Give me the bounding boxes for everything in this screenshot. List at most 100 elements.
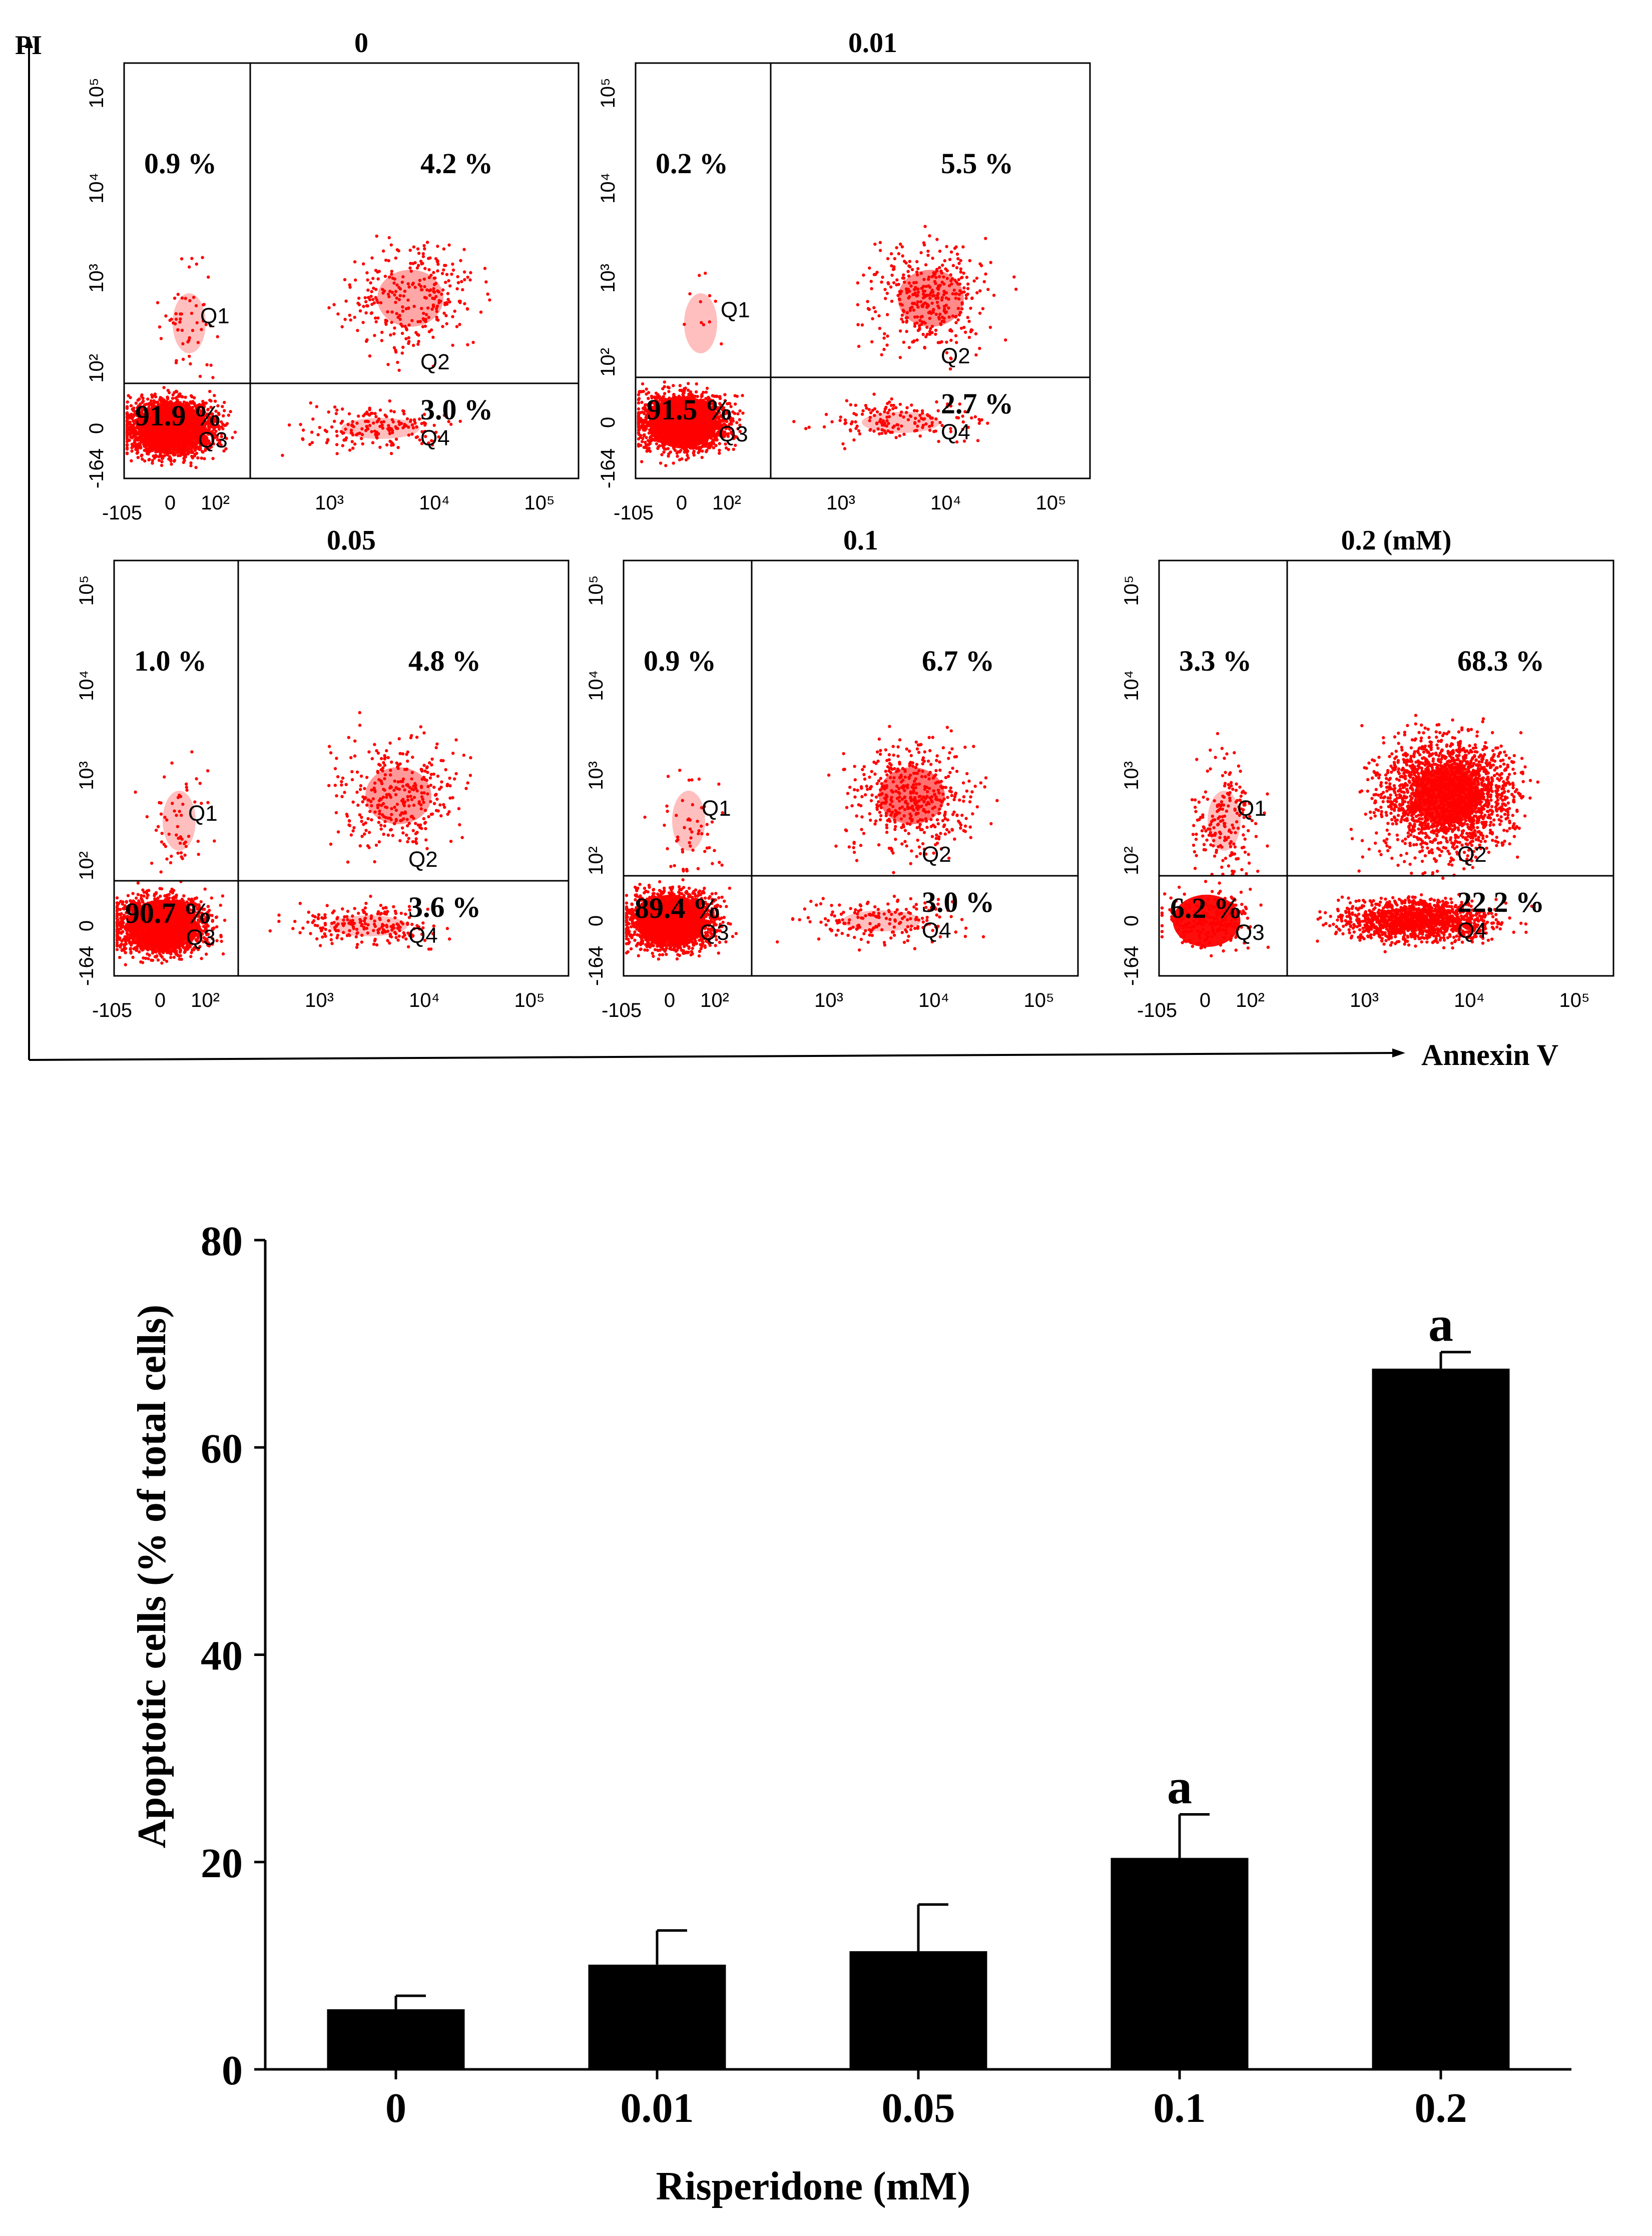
flow-dot [409, 262, 412, 265]
flow-dot [333, 405, 337, 409]
flow-dot [436, 318, 440, 322]
flow-dot [189, 434, 193, 438]
flow-dot [417, 340, 420, 343]
flow-dot [132, 414, 135, 418]
flow-dot [211, 457, 215, 460]
flow-dot [390, 429, 394, 432]
flow-dot [435, 310, 438, 313]
flow-dot [648, 449, 652, 453]
flow-dot [398, 317, 402, 321]
flow-dot [152, 439, 156, 443]
flow-dot [637, 398, 641, 401]
flow-dot [413, 421, 417, 425]
flow-dot [373, 412, 377, 415]
flow-dot [919, 251, 923, 255]
flow-dot [175, 390, 179, 393]
flow-dot [400, 351, 404, 355]
flow-dot [410, 423, 414, 427]
y-tick-label: 0 [86, 423, 108, 434]
flow-dot [663, 385, 666, 388]
x-tick-label: 10³ [315, 492, 344, 514]
flow-dot [350, 440, 354, 443]
flow-dot [416, 320, 420, 323]
flow-dot [435, 315, 438, 319]
flow-dot [650, 439, 653, 442]
flow-dot [380, 330, 384, 334]
flow-dot [705, 448, 709, 452]
flow-dot [689, 442, 693, 446]
flow-dot [689, 434, 692, 438]
flow-dot [179, 317, 182, 321]
y-tick-label: 10⁴ [86, 173, 108, 204]
flow-dot [432, 287, 435, 291]
flow-dot [156, 445, 160, 448]
flow-dot [134, 437, 137, 441]
flow-dot [146, 433, 149, 437]
flow-dot [340, 325, 344, 329]
quadrant-label-q3: Q3 [198, 428, 228, 452]
flow-dot [195, 321, 199, 325]
flow-dot [176, 437, 179, 441]
flow-dot [156, 301, 160, 304]
flow-dot [370, 430, 373, 433]
flow-dot [427, 289, 431, 292]
flow-dot [650, 429, 654, 433]
flow-dot [659, 461, 663, 465]
flow-dot [401, 275, 405, 279]
flow-dot [394, 437, 398, 441]
q1-percent: 0.9 % [144, 147, 217, 180]
flow-dot [658, 444, 662, 447]
flow-dot [188, 336, 191, 340]
flow-dot [393, 277, 396, 281]
flow-dot [685, 448, 689, 451]
flow-dot [299, 423, 302, 426]
flow-dot [459, 259, 462, 262]
flow-dot [949, 250, 953, 254]
flow-dot [160, 460, 164, 463]
flow-dot [411, 281, 415, 285]
flow-dot [656, 446, 660, 450]
flow-dot [348, 285, 352, 289]
flow-dot [152, 442, 156, 446]
flow-dot [136, 450, 140, 454]
flow-dot [639, 417, 643, 420]
flow-dot [428, 293, 432, 297]
flow-dot [166, 435, 170, 439]
flow-dot [469, 271, 472, 274]
flow-dot [125, 446, 129, 450]
flow-dot [462, 248, 466, 251]
flow-dot [325, 430, 328, 433]
flow-dot [663, 447, 666, 451]
flow-dot [461, 288, 464, 292]
flow-dot [672, 384, 675, 387]
flow-dot [366, 288, 370, 292]
flow-dot [880, 280, 883, 284]
flow-dot [361, 442, 364, 446]
y-tick-label: 10² [86, 354, 108, 383]
flow-dot [364, 300, 368, 304]
flow-dot [383, 413, 387, 417]
flow-dot [447, 279, 450, 283]
flow-dot [415, 425, 418, 429]
flow-dot [465, 307, 469, 311]
flow-dot [893, 257, 897, 260]
flow-dot [408, 248, 412, 252]
flow-dot [349, 428, 353, 432]
flow-dot [327, 306, 331, 310]
flow-dot [376, 316, 380, 320]
flow-dot [133, 441, 137, 445]
flow-dot [451, 262, 454, 266]
flow-dot [663, 380, 667, 384]
flow-dot [316, 433, 320, 436]
flow-dot [129, 415, 132, 419]
flow-dot [691, 446, 695, 450]
flow-dot [408, 266, 412, 270]
flow-dot [335, 443, 339, 446]
flow-dot [374, 320, 378, 324]
flow-dot [637, 407, 641, 411]
flow-dot [377, 417, 381, 421]
flow-dot [186, 437, 190, 441]
flow-dot [427, 268, 431, 272]
flow-dot [718, 451, 721, 455]
